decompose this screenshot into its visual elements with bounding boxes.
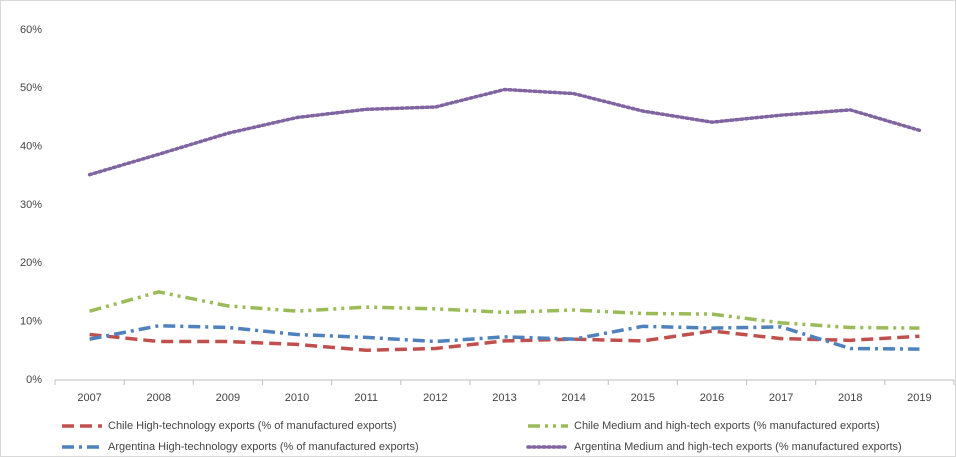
legend-label: Argentina High-technology exports (% of … [108, 441, 419, 453]
y-tick-label: 50% [20, 82, 42, 94]
legend-label: Chile High-technology exports (% of manu… [108, 420, 397, 432]
x-tick-label: 2016 [700, 392, 724, 404]
x-tick-label: 2007 [77, 392, 101, 404]
y-tick-label: 40% [20, 141, 42, 153]
x-tick-label: 2019 [907, 392, 931, 404]
y-tick-label: 10% [20, 316, 42, 328]
x-tick-label: 2008 [146, 392, 170, 404]
series-line [89, 329, 920, 353]
series-line [89, 323, 920, 351]
y-tick-label: 60% [20, 24, 42, 36]
x-tick-label: 2012 [423, 392, 447, 404]
series-line [89, 290, 920, 330]
y-tick-label: 20% [20, 257, 42, 269]
legend-label: Argentina Medium and high-tech exports (… [574, 441, 902, 453]
x-tick-label: 2018 [838, 392, 862, 404]
series-line [87, 87, 922, 177]
legend-label: Chile Medium and high-tech exports (% ma… [574, 420, 880, 432]
x-tick-label: 2010 [285, 392, 309, 404]
y-tick-label: 30% [20, 199, 42, 211]
y-tick-label: 0% [26, 374, 42, 386]
x-tick-label: 2009 [216, 392, 240, 404]
x-tick-label: 2013 [492, 392, 516, 404]
x-tick-label: 2014 [561, 392, 585, 404]
x-tick-label: 2011 [354, 392, 378, 404]
x-tick-label: 2015 [631, 392, 655, 404]
x-tick-label: 2017 [769, 392, 793, 404]
